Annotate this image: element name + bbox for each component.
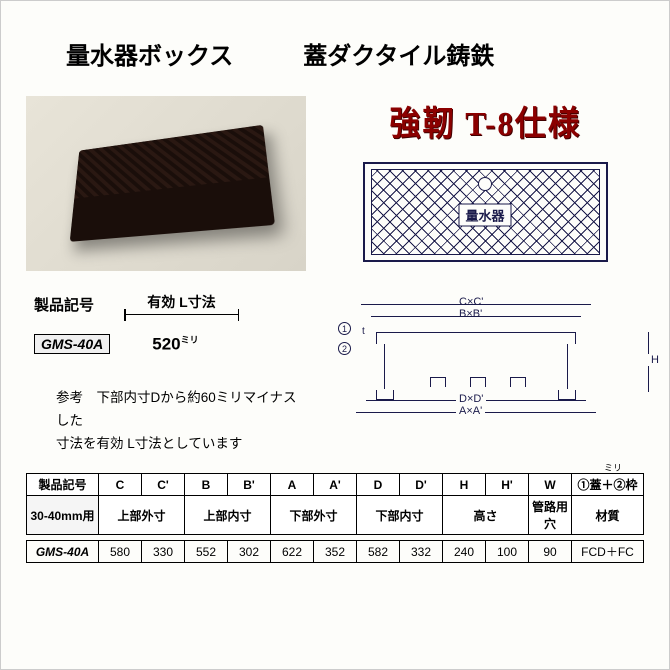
- table-subheader-cell: 下部外寸: [271, 496, 357, 535]
- table-subheader-cell: 下部内寸: [357, 496, 443, 535]
- dimension-value: 520ミリ: [152, 333, 198, 355]
- table-header-cell: A': [314, 474, 357, 496]
- table-data-cell: 302: [228, 541, 271, 563]
- side-view-diagram: C×C' B×B' 1 2 t D×D' A×A' H: [326, 292, 644, 442]
- table-data-cell: 552: [185, 541, 228, 563]
- table-data-cell: 622: [271, 541, 314, 563]
- cover-label: 量水器: [458, 203, 511, 226]
- table-data-cell: 352: [314, 541, 357, 563]
- table-subheader-cell: 上部内寸: [185, 496, 271, 535]
- table-subheader-cell: 材質: [572, 496, 644, 535]
- table-subheader-cell: 30-40mm用: [27, 496, 99, 535]
- table-data-cell: 330: [142, 541, 185, 563]
- table-subheader-cell: 高さ: [443, 496, 529, 535]
- title-product: 量水器ボックス: [66, 36, 233, 71]
- product-code-box: GMS-40A: [34, 334, 110, 354]
- product-code-label: 製品記号: [34, 294, 94, 315]
- table-data-cell: 580: [99, 541, 142, 563]
- spec-badge: 強靭 T-8仕様: [389, 96, 581, 145]
- table-header-cell: D': [400, 474, 443, 496]
- table-header-cell: A: [271, 474, 314, 496]
- table-header-cell: D: [357, 474, 400, 496]
- table-header-cell: C: [99, 474, 142, 496]
- table-header-cell: C': [142, 474, 185, 496]
- top-view-diagram: 量水器: [353, 157, 618, 272]
- table-data-cell: 90: [529, 541, 572, 563]
- table-data-cell: FCD＋FC: [572, 541, 644, 563]
- table-header-cell: H': [486, 474, 529, 496]
- effective-l-label: 有効 L寸法: [124, 292, 239, 312]
- spec-table-wrap: ミリ 製品記号CC'BB'AA'DD'HH'W①蓋＋②枠 30-40mm用上部外…: [26, 473, 644, 563]
- title-lid: 蓋ダクタイル鋳鉄: [303, 36, 494, 71]
- table-header-cell: 製品記号: [27, 474, 99, 496]
- table-header-cell: W: [529, 474, 572, 496]
- reference-note: 参考 下部内寸Dから約60ミリマイナスした 寸法を有効 L寸法としています: [56, 387, 306, 456]
- table-header-cell: H: [443, 474, 486, 496]
- table-data-cell: 332: [400, 541, 443, 563]
- table-header-cell: B': [228, 474, 271, 496]
- table-header-cell: ①蓋＋②枠: [572, 474, 644, 496]
- spec-table: 製品記号CC'BB'AA'DD'HH'W①蓋＋②枠 30-40mm用上部外寸上部…: [26, 473, 644, 563]
- table-data-cell: 100: [486, 541, 529, 563]
- table-data-cell: GMS-40A: [27, 541, 99, 563]
- product-photo: [26, 96, 306, 271]
- table-subheader-cell: 管路用穴: [529, 496, 572, 535]
- table-header-cell: B: [185, 474, 228, 496]
- table-data-cell: 240: [443, 541, 486, 563]
- table-data-cell: 582: [357, 541, 400, 563]
- table-subheader-cell: 上部外寸: [99, 496, 185, 535]
